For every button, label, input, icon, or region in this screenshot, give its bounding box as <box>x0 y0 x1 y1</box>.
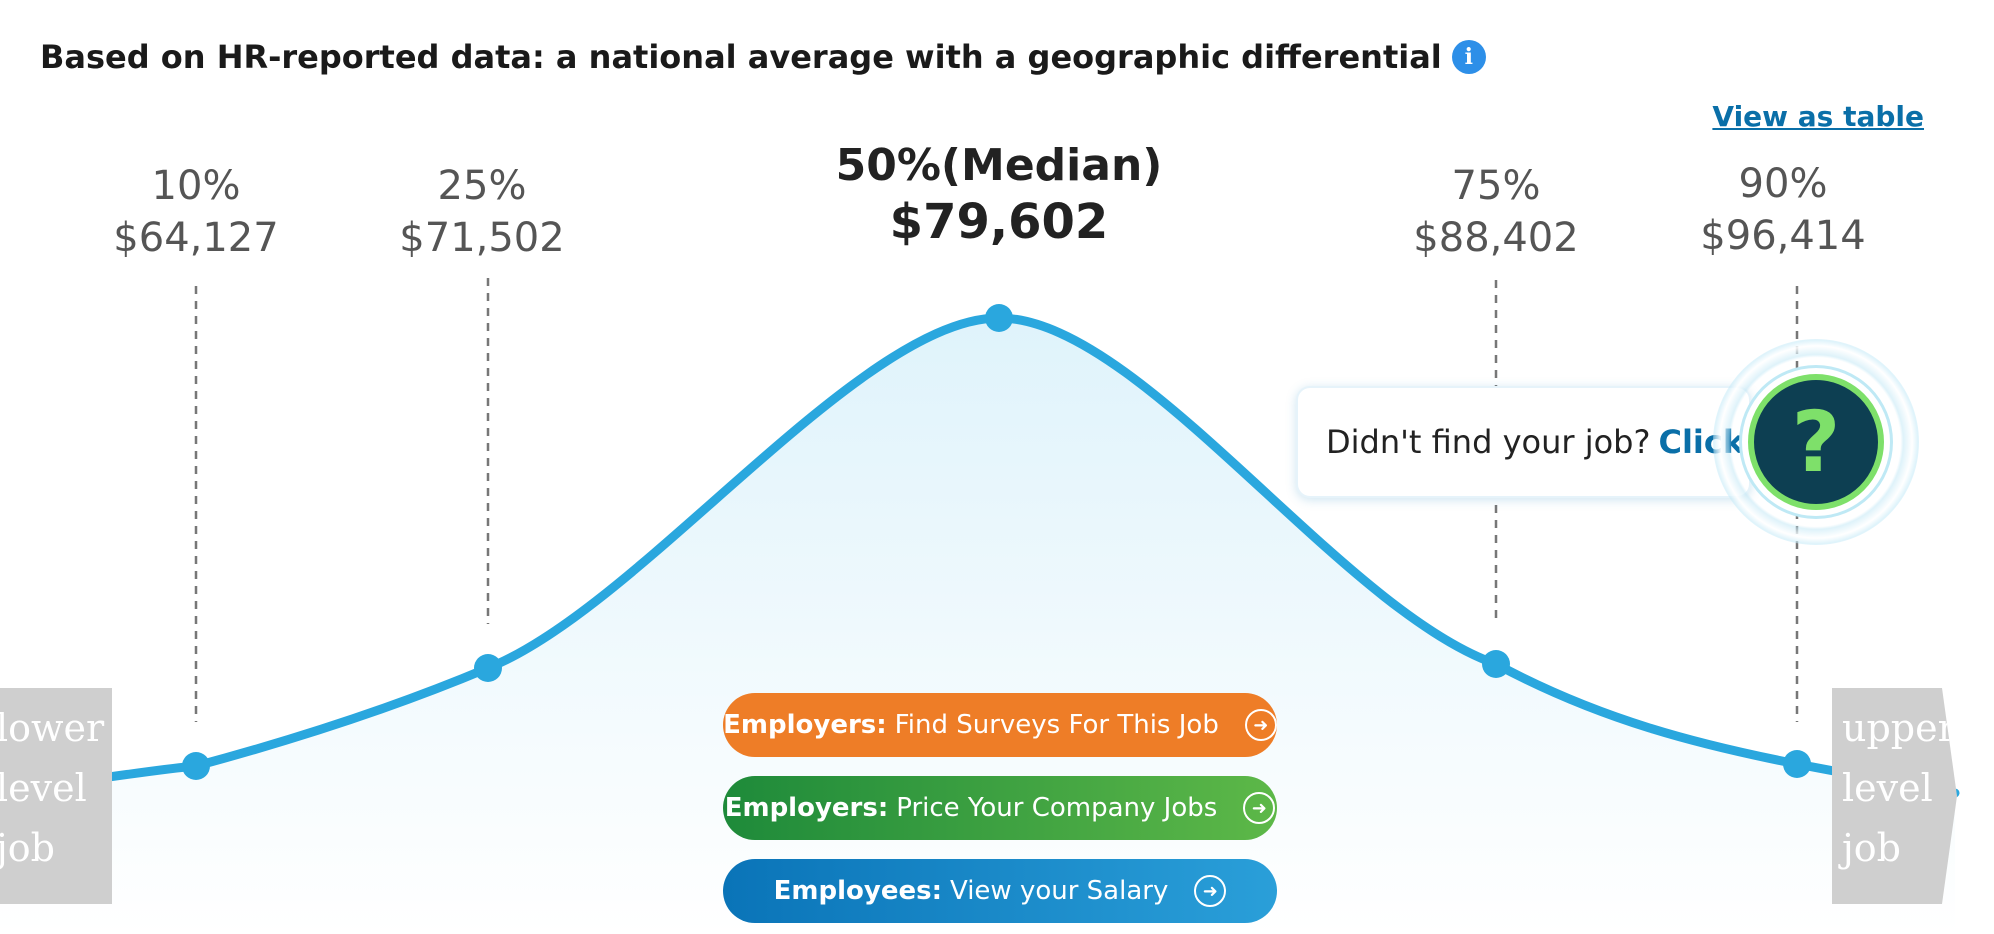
percentile-75-pct: 75% <box>1451 163 1541 209</box>
percentile-25-pct: 25% <box>437 163 527 209</box>
button-bold-label: Employers: <box>723 710 887 740</box>
didnt-find-job-popup: Didn't find your job? Click <box>1296 386 1751 498</box>
button-label: View your Salary <box>949 876 1169 906</box>
percentile-label-90: 90% $96,414 <box>1700 158 1865 262</box>
percentile-label-10: 10% $64,127 <box>113 160 278 264</box>
percentile-label-median: 50%(Median) $79,602 <box>836 140 1163 248</box>
percentile-point-4[interactable] <box>1783 750 1811 778</box>
button-bold-label: Employers: <box>724 793 889 823</box>
percentile-point-2[interactable] <box>985 304 1013 332</box>
percentile-point-0[interactable] <box>182 752 210 780</box>
percentile-point-3[interactable] <box>1482 650 1510 678</box>
lower-level-job-label[interactable]: lower level job <box>0 688 112 904</box>
upper-label-line1: upper <box>1842 706 1956 750</box>
employers-find-surveys-button[interactable]: Employers: Find Surveys For This Job ➜ <box>723 693 1277 757</box>
page-title: Based on HR-reported data: a national av… <box>40 38 1486 76</box>
percentile-label-75: 75% $88,402 <box>1413 160 1578 264</box>
arrow-right-circle-icon: ➜ <box>1243 792 1276 824</box>
button-label: Price Your Company Jobs <box>896 793 1218 823</box>
employees-view-salary-button[interactable]: Employees: View your Salary ➜ <box>723 859 1277 923</box>
upper-label-line3: job <box>1842 826 1901 870</box>
lower-label-line2: level <box>0 766 87 810</box>
percentile-25-value: $71,502 <box>399 215 565 261</box>
button-label: Find Surveys For This Job <box>894 710 1219 740</box>
percentile-10-value: $64,127 <box>113 215 279 261</box>
percentile-10-pct: 10% <box>151 163 241 209</box>
percentile-75-value: $88,402 <box>1413 215 1579 261</box>
arrow-right-circle-icon: ➜ <box>1194 875 1227 907</box>
lower-label-line3: job <box>0 826 55 870</box>
upper-level-job-label[interactable]: upper level job <box>1832 688 1957 904</box>
distribution-area <box>0 318 1955 934</box>
help-question-icon[interactable]: ? <box>1748 374 1884 510</box>
arrow-right-circle-icon: ➜ <box>1244 709 1277 741</box>
percentile-90-pct: 90% <box>1738 161 1828 207</box>
percentile-point-1[interactable] <box>474 654 502 682</box>
upper-label-line2: level <box>1842 766 1933 810</box>
popup-text: Didn't find your job? <box>1326 423 1651 461</box>
page-title-text: Based on HR-reported data: a national av… <box>40 38 1442 76</box>
employers-price-jobs-button[interactable]: Employers: Price Your Company Jobs ➜ <box>723 776 1277 840</box>
view-as-table-link[interactable]: View as table <box>1712 100 1924 133</box>
percentile-50-value: $79,602 <box>889 194 1109 250</box>
percentile-50-pct: 50%(Median) <box>835 140 1163 191</box>
lower-label-line1: lower <box>0 706 105 750</box>
percentile-label-25: 25% $71,502 <box>399 160 564 264</box>
info-icon[interactable]: i <box>1451 40 1486 74</box>
button-bold-label: Employees: <box>773 876 942 906</box>
percentile-90-value: $96,414 <box>1700 213 1866 259</box>
